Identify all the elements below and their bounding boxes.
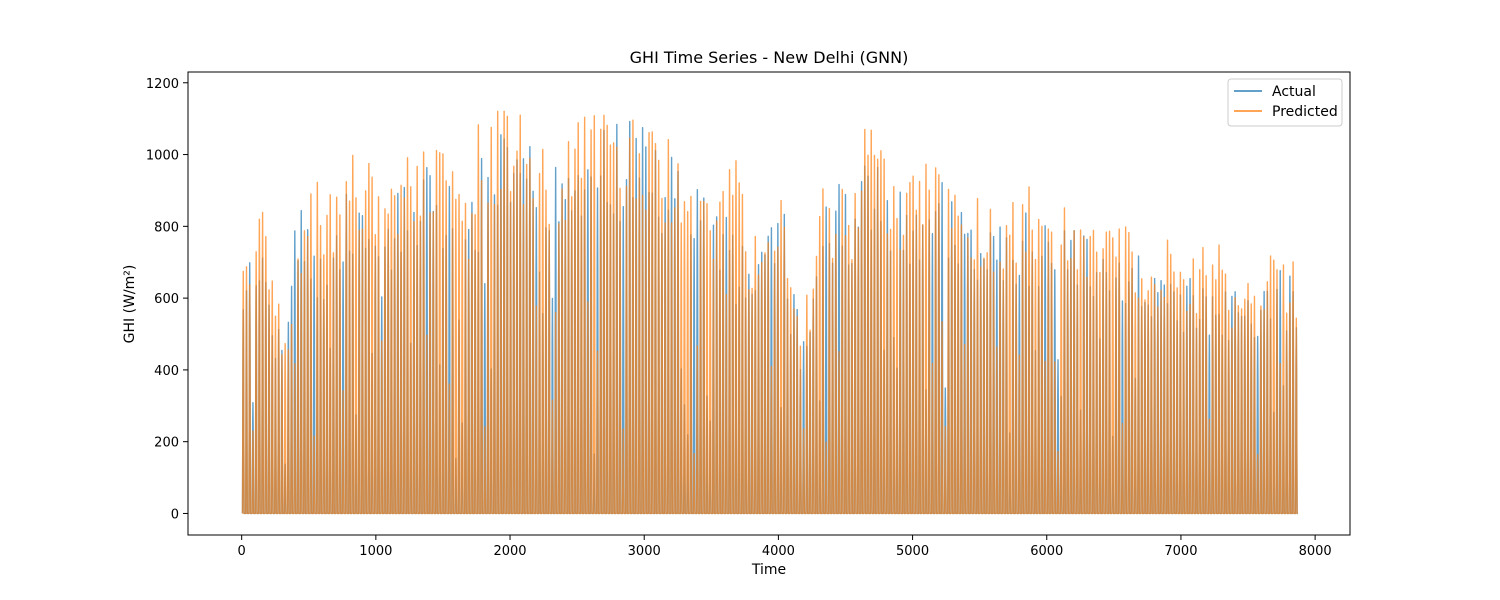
plot-frame	[187, 71, 1351, 536]
x-tick-label: 2000	[493, 544, 526, 559]
y-tick-label: 200	[154, 436, 179, 451]
y-tick-label: 1000	[146, 149, 179, 164]
y-axis-label: GHI (W/m²)	[122, 265, 138, 344]
x-tick-label: 4000	[762, 544, 795, 559]
x-tick-label: 0	[238, 544, 246, 559]
chart-title: GHI Time Series - New Delhi (GNN)	[630, 48, 909, 67]
y-axis-ticks: 0 200 400 600 800 1000 1200	[146, 77, 188, 522]
y-tick-label: 0	[171, 507, 179, 522]
x-axis-label: Time	[751, 562, 786, 578]
legend: Actual Predicted	[1227, 78, 1343, 127]
y-tick-label: 800	[154, 220, 179, 235]
x-tick-label: 3000	[628, 544, 661, 559]
plot-data-area	[241, 110, 1298, 515]
x-tick-label: 5000	[896, 544, 929, 559]
y-tick-label: 1200	[146, 77, 179, 92]
y-tick-label: 600	[154, 292, 179, 307]
legend-label-predicted: Predicted	[1272, 104, 1338, 120]
x-tick-label: 7000	[1164, 544, 1197, 559]
x-tick-label: 8000	[1299, 544, 1332, 559]
y-tick-label: 400	[154, 364, 179, 379]
x-tick-label: 6000	[1030, 544, 1063, 559]
x-tick-label: 1000	[359, 544, 392, 559]
legend-label-actual: Actual	[1272, 84, 1316, 100]
x-axis-ticks: 0 1000 2000 3000 4000 5000 6000 7000 8000	[238, 535, 1332, 559]
series-line-predicted	[241, 110, 1298, 515]
